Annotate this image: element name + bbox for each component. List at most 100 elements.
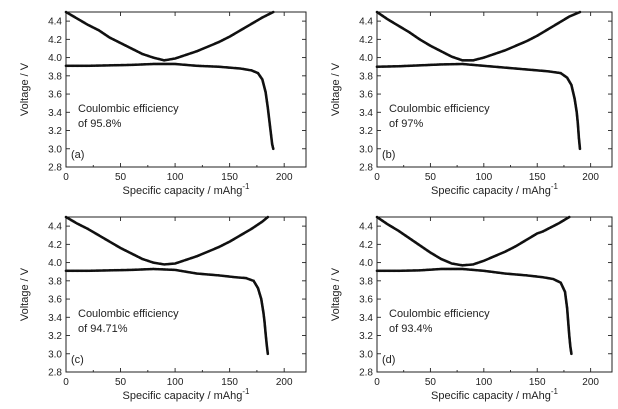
- y-tick-label: 2.8: [48, 163, 62, 174]
- annotation-line: of 97%: [389, 118, 423, 130]
- series-discharge: [375, 267, 573, 356]
- x-tick-label: 100: [167, 172, 184, 183]
- chart-panel-a: 0 50 100 150 200 2.8 3.0 3.2 3.4 3.6 3.8 4.0 4.2 4.4 S…: [19, 10, 307, 197]
- series-discharge: [64, 62, 275, 151]
- y-tick-label: 4.2: [48, 240, 62, 251]
- y-axis-label: Voltage / V: [330, 267, 342, 321]
- y-tick-label: 3.4: [359, 108, 373, 119]
- x-axis-label-text: Specific capacity / mAhg: [431, 185, 551, 197]
- plot-frame: [376, 216, 613, 373]
- y-tick-label: 4.2: [48, 35, 62, 46]
- x-axis-label-text: Specific capacity / mAhg: [431, 390, 551, 402]
- y-axis-label: Voltage / V: [19, 267, 31, 321]
- x-tick-label: 50: [425, 172, 437, 183]
- x-tick-label: 150: [221, 172, 238, 183]
- annotation-line: of 93.4%: [389, 323, 433, 335]
- x-tick-label: 150: [221, 377, 238, 388]
- chart-panel-c: 0 50 100 150 200 2.8 3.0 3.2 3.4 3.6 3.8 4.0 4.2 4.4 S…: [19, 215, 307, 402]
- series-charge: [375, 10, 582, 62]
- y-tick-label: 3.0: [48, 144, 62, 155]
- x-tick-label: 200: [582, 172, 599, 183]
- y-tick-label: 3.0: [48, 349, 62, 360]
- x-tick-label: 100: [475, 172, 492, 183]
- data-point: [570, 352, 573, 356]
- panel-label: (c): [71, 354, 84, 366]
- panel-label: (d): [382, 354, 395, 366]
- x-tick-label: 200: [276, 377, 293, 388]
- x-tick-label: 100: [167, 377, 184, 388]
- chart-panel-d: 0 50 100 150 200 2.8 3.0 3.2 3.4 3.6 3.8 4.0 4.2 4.4 S…: [330, 215, 613, 402]
- data-point: [266, 215, 270, 219]
- annotation-line: of 94.71%: [78, 323, 128, 335]
- x-axis-label-superscript: -1: [551, 182, 559, 191]
- x-axis-label: Specific capacity / mAhg-1: [431, 387, 559, 402]
- data-point: [271, 147, 275, 151]
- series-charge: [375, 215, 571, 267]
- x-tick-label: 200: [582, 377, 599, 388]
- y-tick-label: 3.6: [48, 90, 62, 101]
- y-tick-label: 3.2: [48, 331, 62, 342]
- x-axis-label: Specific capacity / mAhg-1: [123, 387, 251, 402]
- y-tick-label: 3.8: [359, 276, 373, 287]
- x-tick-label: 0: [63, 377, 69, 388]
- plot-frame: [65, 216, 307, 373]
- y-tick-label: 4.0: [359, 53, 373, 64]
- annotation-line: Coulombic efficiency: [78, 308, 179, 320]
- x-axis-label-superscript: -1: [242, 182, 250, 191]
- series-discharge: [64, 267, 270, 356]
- x-tick-label: 0: [374, 172, 380, 183]
- x-axis-label-superscript: -1: [551, 387, 559, 396]
- x-tick-label: 100: [475, 377, 492, 388]
- series-charge: [64, 215, 270, 266]
- y-tick-label: 4.4: [48, 222, 62, 233]
- y-tick-label: 4.0: [359, 258, 373, 269]
- y-axis-label: Voltage / V: [330, 62, 342, 116]
- y-tick-label: 2.8: [359, 368, 373, 379]
- x-tick-label: 200: [276, 172, 293, 183]
- plot-frame: [65, 11, 307, 168]
- y-tick-label: 3.4: [48, 108, 62, 119]
- y-tick-label: 3.4: [359, 313, 373, 324]
- x-axis-label: Specific capacity / mAhg-1: [431, 182, 559, 197]
- y-tick-label: 3.2: [359, 331, 373, 342]
- y-tick-label: 3.2: [359, 126, 373, 137]
- y-tick-label: 3.0: [359, 349, 373, 360]
- panel-label: (b): [382, 149, 395, 161]
- y-tick-label: 3.8: [48, 276, 62, 287]
- x-tick-label: 50: [425, 377, 437, 388]
- data-point: [266, 352, 270, 356]
- annotation-line: Coulombic efficiency: [389, 103, 490, 115]
- data-point: [567, 215, 571, 219]
- x-tick-label: 50: [115, 377, 127, 388]
- chart-panel-b: 0 50 100 150 200 2.8 3.0 3.2 3.4 3.6 3.8 4.0 4.2 4.4 S…: [330, 10, 613, 197]
- x-axis-label-superscript: -1: [242, 387, 250, 396]
- y-tick-label: 2.8: [48, 368, 62, 379]
- y-tick-label: 3.6: [359, 295, 373, 306]
- plot-frame: [376, 11, 613, 168]
- y-tick-label: 3.0: [359, 144, 373, 155]
- x-tick-label: 0: [63, 172, 69, 183]
- y-tick-label: 4.2: [359, 35, 373, 46]
- series-discharge: [375, 62, 582, 151]
- y-tick-label: 3.6: [48, 295, 62, 306]
- x-tick-label: 0: [374, 377, 380, 388]
- x-tick-label: 150: [529, 172, 546, 183]
- annotation-line: Coulombic efficiency: [78, 103, 179, 115]
- x-axis-label: Specific capacity / mAhg-1: [123, 182, 251, 197]
- data-point: [271, 10, 275, 14]
- y-tick-label: 3.8: [48, 71, 62, 82]
- y-tick-label: 4.4: [359, 222, 373, 233]
- y-tick-label: 2.8: [359, 163, 373, 174]
- x-tick-label: 150: [529, 377, 546, 388]
- y-tick-label: 4.2: [359, 240, 373, 251]
- y-tick-label: 3.2: [48, 126, 62, 137]
- x-axis-label-text: Specific capacity / mAhg: [123, 185, 243, 197]
- y-tick-label: 4.4: [359, 17, 373, 28]
- y-tick-label: 4.4: [48, 17, 62, 28]
- y-tick-label: 3.4: [48, 313, 62, 324]
- y-axis-label: Voltage / V: [19, 62, 31, 116]
- series-charge: [64, 10, 275, 62]
- x-tick-label: 50: [115, 172, 127, 183]
- y-tick-label: 4.0: [48, 53, 62, 64]
